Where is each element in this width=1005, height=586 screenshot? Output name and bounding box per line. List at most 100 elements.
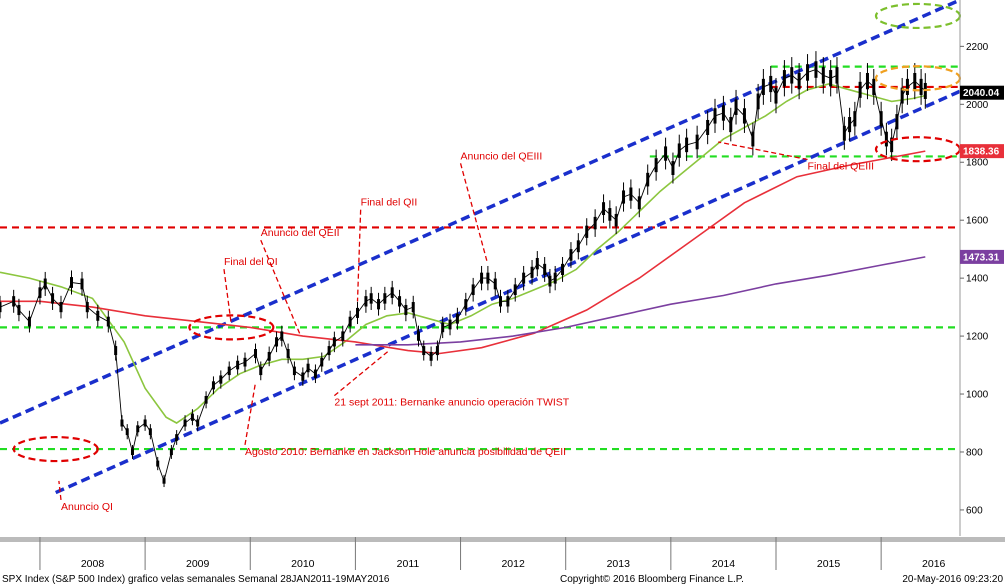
candle-body	[829, 70, 833, 87]
candle-body	[806, 64, 810, 81]
candle-body	[204, 395, 208, 404]
price-line	[0, 68, 926, 483]
candle-body	[0, 302, 2, 313]
x-year-label: 2010	[291, 558, 315, 570]
candle-body	[455, 313, 459, 324]
candle-body	[162, 478, 166, 484]
candle-body	[38, 287, 42, 298]
candle-body	[143, 419, 147, 427]
candle-body	[890, 137, 894, 153]
candle-body	[756, 93, 760, 110]
candle-body	[790, 67, 794, 84]
candle-body	[706, 119, 710, 135]
candle-body	[96, 310, 100, 321]
candle-body	[848, 117, 852, 133]
annotation-arrow	[244, 382, 257, 445]
candle-body	[629, 187, 633, 201]
value-tag-label: 1473.31	[963, 252, 1000, 263]
value-tag	[960, 249, 1004, 264]
candle-body	[327, 346, 331, 356]
annotation-label: Final del QII	[361, 197, 418, 209]
annotation-label: Final del QI	[224, 256, 278, 268]
x-year-label: 2014	[712, 558, 736, 570]
candle-body	[872, 78, 876, 95]
candle-body	[646, 172, 650, 187]
x-axis-band	[0, 537, 1005, 542]
footer-left: SPX Index (S&P 500 Index) grafico velas …	[2, 574, 390, 585]
candle-body	[622, 190, 626, 204]
candle-body	[513, 284, 517, 296]
annotation-label: 21 sept 2011: Bernanke anuncio operación…	[334, 397, 569, 409]
candle-body	[313, 369, 317, 378]
candle-body	[125, 428, 129, 436]
annotation-label: Final del QEIII	[808, 160, 875, 172]
candle-body	[398, 296, 402, 307]
candle-body	[506, 296, 510, 307]
candle-body	[356, 307, 360, 318]
annotations: Anuncio QI Final del QI Anuncio del QEII Fi…	[58, 141, 875, 513]
candle-body	[429, 351, 433, 361]
channel-line	[0, 0, 961, 425]
candle-body	[156, 460, 160, 467]
candle-body	[608, 208, 612, 221]
candle-body	[769, 75, 773, 93]
candle-body	[821, 67, 825, 84]
candle-body	[120, 419, 124, 427]
y-tick-label: 1800	[966, 158, 989, 169]
y-tick-label: 2000	[966, 100, 989, 111]
candle-body	[530, 266, 534, 278]
candle-body	[729, 117, 733, 133]
candle-body	[411, 302, 415, 313]
candle-body	[842, 125, 846, 141]
candle-body	[486, 272, 490, 284]
x-year-label: 2012	[501, 558, 525, 570]
candle-body	[471, 284, 475, 296]
candle-body	[364, 296, 368, 307]
candle-body	[480, 272, 484, 284]
value-tag	[960, 144, 1004, 159]
value-tags: 2040.04 1838.36 1473.31	[960, 85, 1004, 264]
candle-body	[390, 287, 394, 298]
candle-body	[493, 278, 497, 290]
candle-body	[80, 278, 84, 290]
candle-body	[913, 72, 917, 90]
annotation-label: Agosto 2010: Bernanke en Jackson Hole an…	[245, 446, 566, 458]
candle-body	[341, 331, 345, 341]
candle-body	[814, 61, 818, 78]
footer-copyright: Copyright© 2016 Bloomberg Finance L.P.	[560, 574, 744, 585]
candle-body	[879, 111, 883, 127]
candle-body	[211, 381, 215, 390]
candle-body	[275, 337, 279, 347]
candle-body	[254, 349, 258, 358]
candle-body	[548, 275, 552, 287]
annotation-arrow	[356, 209, 362, 302]
value-tag-label: 2040.04	[963, 88, 1000, 99]
candle-body	[51, 293, 55, 304]
x-year-label: 2013	[607, 558, 631, 570]
x-year-label: 2009	[186, 558, 210, 570]
value-tag	[960, 85, 1004, 100]
candle-body	[106, 316, 110, 327]
footer: SPX Index (S&P 500 Index) grafico velas …	[2, 574, 1003, 585]
candle-body	[259, 366, 263, 376]
price-series	[0, 51, 927, 488]
candle-body	[383, 293, 387, 304]
x-year-label: 2015	[817, 558, 841, 570]
candle-body	[522, 272, 526, 284]
candle-body	[602, 202, 606, 216]
candle-body	[853, 111, 857, 127]
candle-body	[685, 137, 689, 153]
candle-body	[835, 67, 839, 84]
candle-body	[734, 99, 738, 115]
candle-body	[654, 158, 658, 173]
candle-body	[742, 108, 746, 124]
candle-body	[543, 263, 547, 276]
annotation-arrow	[260, 239, 302, 337]
candle-body	[190, 413, 194, 421]
candle-body	[614, 213, 618, 227]
candle-body	[243, 357, 247, 367]
y-tick-label: 1000	[966, 390, 989, 401]
candle-body	[236, 360, 240, 370]
candle-body	[422, 346, 426, 356]
